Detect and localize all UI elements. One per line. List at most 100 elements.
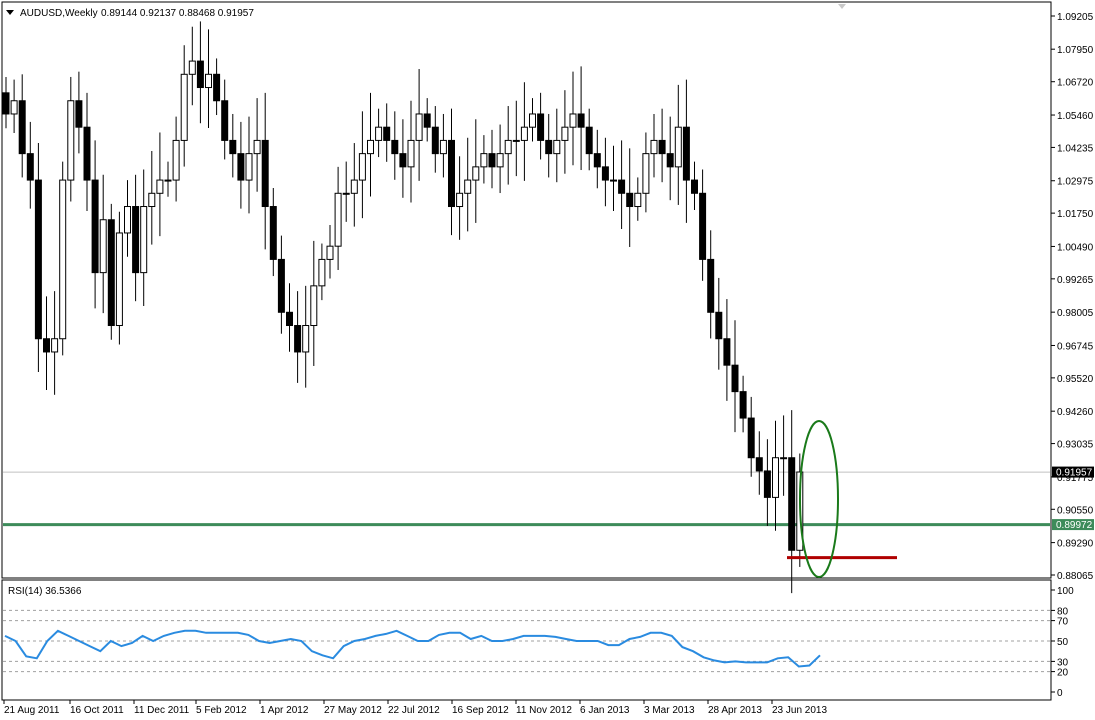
candle-bull — [415, 113, 423, 141]
price-tick-label: 0.93035 — [1057, 440, 1094, 451]
price-tick-label: 1.00490 — [1057, 242, 1094, 253]
candle-bull — [553, 139, 561, 155]
candle-bull — [561, 126, 569, 141]
candle-bull — [67, 100, 75, 181]
candle-bear — [699, 192, 707, 260]
candle-bull — [610, 179, 617, 182]
candle-bull — [650, 139, 658, 155]
candle-bear — [545, 139, 553, 155]
price-tick-label: 0.94260 — [1057, 407, 1094, 418]
candle-bull — [358, 153, 366, 181]
candle-bull — [164, 179, 172, 182]
candle-bear — [739, 391, 747, 419]
candle-bear — [229, 139, 237, 155]
rsi-tick-label: 30 — [1057, 657, 1069, 668]
candle-bear — [666, 153, 674, 168]
candle-bear — [286, 311, 293, 327]
date-tick-label: 5 Feb 2012 — [196, 705, 247, 716]
candle-bull — [245, 153, 253, 181]
price-tick-label: 0.90550 — [1057, 505, 1094, 516]
support-price-label: 0.89972 — [1056, 520, 1093, 531]
candle-bull — [188, 60, 196, 75]
candle-bull — [634, 192, 642, 208]
candle-bull — [140, 206, 148, 274]
candle-bull — [310, 285, 318, 327]
candle-bull — [180, 73, 188, 141]
ohlc-readout: 0.89144 0.92137 0.88468 0.91957 — [101, 8, 254, 19]
candle-bear — [723, 338, 731, 366]
price-tick-label: 0.99265 — [1057, 275, 1094, 286]
candle-bear — [585, 126, 593, 155]
candle-bull — [172, 139, 180, 181]
date-tick-label: 16 Oct 2011 — [70, 705, 124, 716]
candle-bull — [205, 73, 212, 89]
candle-bull — [334, 192, 342, 247]
price-tick-label: 0.89290 — [1057, 539, 1094, 550]
main-plot-frame — [1, 1, 1052, 579]
candle-bull — [367, 139, 374, 155]
candle-bear — [788, 457, 796, 551]
candle-bear — [707, 258, 715, 313]
price-tick-label: 1.06720 — [1057, 78, 1094, 89]
rsi-line — [4, 629, 821, 668]
candle-bear — [269, 206, 277, 260]
date-tick-label: 28 Apr 2013 — [708, 705, 762, 716]
symbol-timeframe-label: AUDUSD,Weekly — [20, 8, 98, 19]
date-tick-label: 21 Aug 2011 — [4, 705, 60, 716]
price-tick-label: 0.98005 — [1057, 308, 1094, 319]
current-price-box — [1052, 466, 1094, 478]
date-tick-label: 27 May 2012 — [324, 705, 382, 716]
rsi-tick-label: 20 — [1057, 668, 1069, 679]
date-tick-label: 6 Jan 2013 — [580, 705, 630, 716]
candle-bear — [658, 139, 666, 155]
candle-bull — [51, 338, 59, 353]
candle-bull — [780, 457, 788, 460]
candle-bear — [715, 311, 723, 340]
candle-bull — [480, 153, 488, 168]
rsi-header-label: RSI(14) 36.5366 — [8, 586, 82, 597]
candle-bear — [294, 325, 302, 353]
candle-bear — [593, 153, 601, 168]
candle-bear — [399, 153, 407, 168]
candle-bear — [75, 100, 83, 128]
candle-bull — [148, 192, 156, 208]
price-tick-label: 0.95520 — [1057, 374, 1094, 385]
candle-bull — [504, 139, 512, 155]
candle-bear — [577, 113, 585, 128]
candle-bear — [626, 192, 634, 208]
rsi-tick-label: 0 — [1057, 688, 1063, 699]
candle-bear — [755, 457, 763, 472]
candle-bull — [115, 232, 123, 327]
candle-bull — [124, 206, 131, 234]
price-tick-label: 0.88065 — [1057, 571, 1094, 582]
candle-bear — [34, 179, 42, 340]
price-tick-label: 1.02975 — [1057, 177, 1094, 188]
header-dropdown-icon[interactable] — [6, 10, 14, 15]
candle-bull — [350, 179, 358, 194]
candle-bull — [156, 179, 164, 194]
candle-bear — [18, 100, 26, 155]
candle-bull — [520, 126, 528, 141]
date-tick-label: 11 Dec 2011 — [134, 705, 190, 716]
price-tick-label: 1.09205 — [1057, 12, 1094, 23]
price-tick-label: 1.05460 — [1057, 111, 1094, 122]
candle-bear — [132, 206, 140, 274]
candle-bear — [682, 126, 690, 181]
candle-bull — [326, 245, 334, 260]
candle-bull — [10, 100, 18, 115]
candle-bull — [407, 139, 415, 168]
candle-bear — [618, 179, 626, 194]
date-tick-label: 16 Sep 2012 — [452, 705, 509, 716]
candle-bear — [213, 73, 221, 102]
candle-bear — [221, 100, 229, 141]
candle-bull — [674, 126, 682, 168]
collapse-corner-icon[interactable] — [838, 4, 846, 9]
date-tick-label: 3 Mar 2013 — [644, 705, 695, 716]
rsi-tick-label: 80 — [1057, 606, 1069, 617]
candle-bull — [642, 153, 650, 194]
candle-bull — [342, 192, 350, 195]
rsi-plot-frame — [1, 579, 1052, 701]
candle-bear — [731, 364, 739, 393]
candle-bear — [383, 126, 391, 141]
